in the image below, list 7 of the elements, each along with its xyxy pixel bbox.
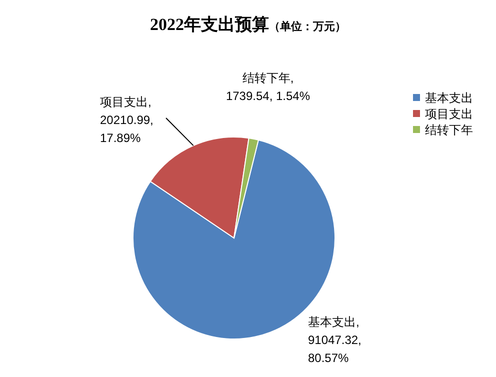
legend-label: 基本支出 (425, 91, 473, 105)
data-label: 结转下年, 1739.54, 1.54% (226, 71, 310, 103)
legend-label: 项目支出 (425, 107, 473, 121)
data-label: 基本支出, 91047.32, 80.57% (308, 315, 362, 365)
data-label: 项目支出, 20210.99, 17.89% (100, 95, 154, 145)
legend-label: 结转下年 (425, 123, 473, 137)
chart-title: 2022年支出预算（单位：万元） (150, 15, 346, 34)
